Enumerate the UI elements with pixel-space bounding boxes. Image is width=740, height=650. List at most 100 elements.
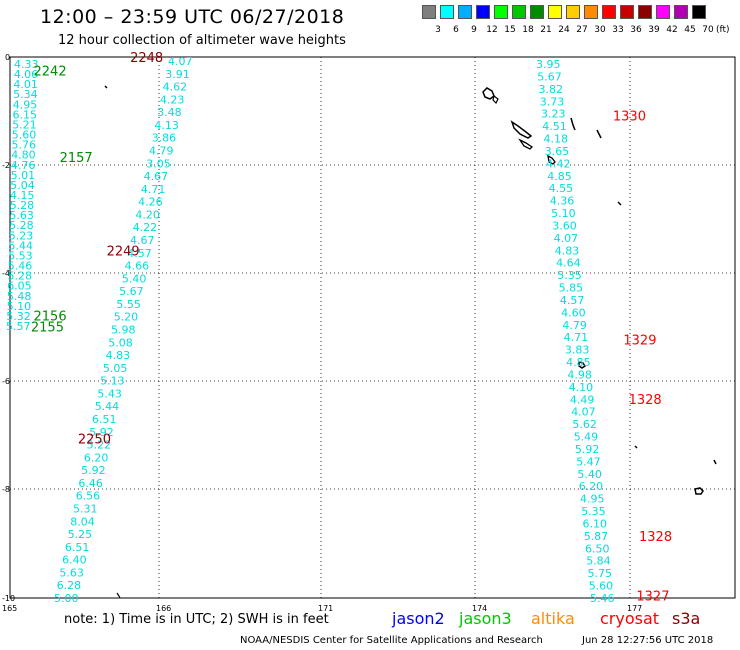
- wave-height-tracks: 4.334.064.015.344.956.155.215.605.764.80…: [6, 55, 615, 605]
- wave-height-value: 5.60: [589, 580, 614, 593]
- wave-height-value: 4.62: [163, 81, 188, 94]
- wave-height-value: 3.60: [552, 219, 577, 232]
- wave-height-value: 5.49: [574, 431, 599, 444]
- wave-height-value: 4.83: [106, 349, 131, 362]
- scale-label: 45: [684, 25, 696, 35]
- lon-tick-label: 166: [156, 604, 171, 613]
- scale-swatch: [656, 5, 670, 19]
- wave-height-value: 4.57: [127, 247, 152, 260]
- scale-label: 70: [702, 25, 714, 35]
- lon-tick-label: 174: [472, 604, 487, 613]
- wave-height-value: 5.00: [54, 592, 79, 605]
- scale-swatch: [458, 5, 472, 19]
- wave-height-value: 4.07: [554, 232, 579, 245]
- units-note: note: 1) Time is in UTC; 2) SWH is in fe…: [64, 612, 329, 627]
- pass-time-label: 2250: [78, 432, 111, 447]
- lon-tick-label: 177: [627, 604, 642, 613]
- pass-time-label: 2156: [34, 310, 67, 325]
- island-coastlines: [104, 85, 717, 599]
- wave-height-value: 3.48: [157, 106, 182, 119]
- wave-height-value: 4.07: [168, 55, 193, 68]
- wave-height-value: 3.23: [541, 108, 566, 121]
- scale-label: 42: [666, 25, 678, 35]
- wave-height-value: 4.60: [561, 306, 586, 319]
- lat-tick-label: -10: [2, 594, 15, 603]
- wave-height-value: 5.85: [559, 282, 584, 295]
- pass-time-label: 2155: [31, 320, 64, 335]
- island-outline: [570, 117, 576, 131]
- wave-height-value: 5.25: [68, 528, 93, 541]
- lat-tick-label: 0: [5, 53, 10, 62]
- credit-footer: NOAA/NESDIS Center for Satellite Applica…: [240, 635, 543, 646]
- wave-height-value: 4.33: [14, 58, 39, 71]
- scale-label: 12: [486, 25, 498, 35]
- scale-label: 33: [612, 25, 624, 35]
- scale-label: 6: [453, 25, 459, 35]
- wave-height-value: 5.57: [6, 320, 31, 333]
- wave-height-value: 5.67: [537, 70, 562, 83]
- wave-height-value: 4.83: [555, 244, 580, 257]
- pass-time-label: 1329: [623, 333, 656, 348]
- wave-height-value: 5.20: [114, 311, 139, 324]
- wave-height-value: 6.15: [13, 108, 38, 121]
- wave-height-value: 6.20: [579, 480, 604, 493]
- wave-height-value: 5.28: [9, 219, 33, 232]
- scale-label: 27: [576, 25, 588, 35]
- wave-height-value: 4.22: [133, 221, 158, 234]
- wave-height-value: 4.06: [14, 68, 39, 81]
- scale-label: 3: [435, 25, 441, 35]
- wave-height-value: 5.34: [13, 88, 37, 101]
- plot-border: [9, 56, 736, 599]
- wave-height-value: 3.83: [565, 344, 590, 357]
- wave-height-value: 5.53: [8, 250, 33, 263]
- wave-height-value: 4.10: [569, 381, 594, 394]
- lat-tick-label: -4: [2, 269, 10, 278]
- wave-height-value: 5.92: [575, 443, 600, 456]
- wave-height-value: 4.57: [560, 294, 585, 307]
- generated-timestamp: Jun 28 12:27:56 UTC 2018: [582, 635, 714, 646]
- wave-height-value: 5.92: [89, 426, 114, 439]
- wave-height-value: 5.40: [577, 468, 602, 481]
- pass-time-label: 2157: [60, 151, 93, 166]
- scale-swatch: [692, 5, 706, 19]
- wave-height-value: 5.04: [10, 179, 35, 192]
- scale-swatch: [494, 5, 508, 19]
- scale-label: 18: [522, 25, 534, 35]
- wave-height-value: 4.76: [11, 159, 36, 172]
- wave-height-value: 6.51: [65, 541, 90, 554]
- wave-height-value: 5.63: [59, 566, 84, 579]
- island-outline: [634, 445, 638, 449]
- wave-height-value: 3.65: [545, 145, 570, 158]
- mission-jason3: jason3: [459, 609, 512, 628]
- pass-time-label: 1328: [629, 393, 662, 408]
- island-outline: [492, 94, 499, 105]
- wave-height-value: 4.18: [544, 133, 569, 146]
- scale-label: 15: [504, 25, 516, 35]
- wave-height-value: 5.05: [103, 362, 128, 375]
- wave-height-value: 5.22: [87, 439, 112, 452]
- wave-height-value: 5.62: [572, 418, 597, 431]
- wave-height-value: 6.28: [57, 579, 81, 592]
- wave-height-value: 4.42: [546, 157, 571, 170]
- wave-height-value: 4.23: [160, 93, 185, 106]
- wave-height-value: 4.85: [547, 170, 572, 183]
- pass-time-label: 1330: [613, 109, 646, 124]
- wave-height-value: 4.66: [125, 260, 150, 273]
- scale-label: 21: [540, 25, 552, 35]
- wave-height-value: 5.35: [557, 269, 582, 282]
- wave-height-value: 5.10: [7, 300, 32, 313]
- wave-height-value: 8.04: [70, 515, 95, 528]
- wave-height-value: 6.10: [583, 518, 608, 531]
- wave-height-value: 5.48: [7, 290, 32, 303]
- scale-swatch: [620, 5, 634, 19]
- lat-tick-label: -2: [2, 161, 10, 170]
- wave-height-value: 3.73: [540, 95, 565, 108]
- wave-height-value: 4.67: [130, 234, 155, 247]
- wave-height-value: 3.82: [539, 83, 564, 96]
- pass-time-label: 2242: [34, 65, 67, 80]
- island-outline: [518, 138, 534, 150]
- wave-height-value: 5.46: [590, 592, 615, 605]
- map-subtitle: 12 hour collection of altimeter wave hei…: [58, 33, 346, 48]
- island-outline: [482, 87, 495, 100]
